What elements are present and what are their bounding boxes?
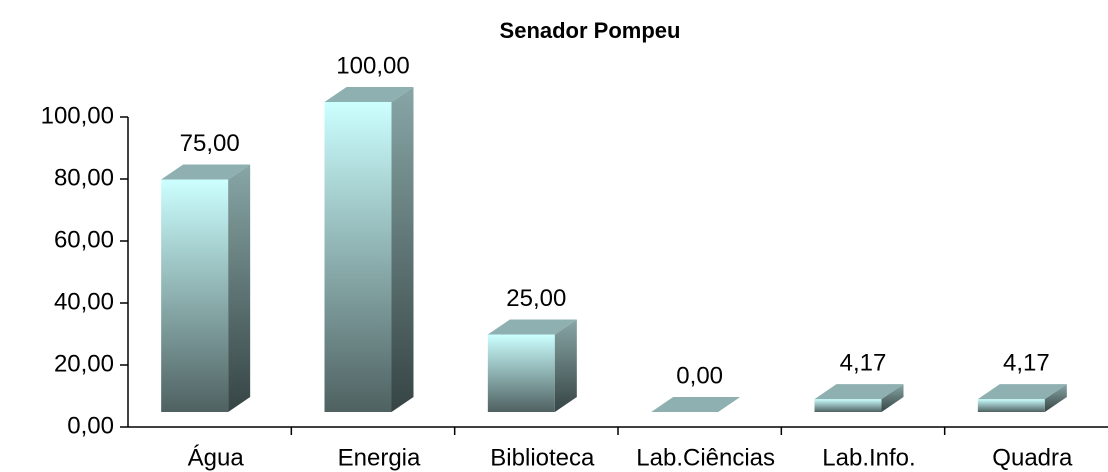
x-tick-label: Lab.Info. xyxy=(822,444,915,471)
bar-side xyxy=(1044,384,1067,412)
y-tick-label: 0,00 xyxy=(67,412,114,439)
y-tick-label: 80,00 xyxy=(54,164,114,191)
bar-top xyxy=(487,319,577,335)
value-label: 25,00 xyxy=(506,285,566,312)
x-tick-label: Energia xyxy=(338,444,421,471)
y-tick-label: 40,00 xyxy=(54,288,114,315)
y-tick-label: 100,00 xyxy=(41,102,114,129)
y-tick-label: 20,00 xyxy=(54,350,114,377)
bar-top xyxy=(977,384,1067,400)
bar-front xyxy=(324,102,392,412)
value-label: 4,17 xyxy=(1003,349,1050,376)
value-label: 100,00 xyxy=(336,52,409,79)
x-tick-label: Água xyxy=(188,444,245,471)
bar-top xyxy=(324,87,414,102)
value-label: 75,00 xyxy=(180,130,240,157)
bar-side xyxy=(554,319,577,412)
y-tick-label: 60,00 xyxy=(54,226,114,253)
bar-top xyxy=(161,164,251,180)
bar-front xyxy=(487,334,555,412)
bar-side xyxy=(881,384,904,412)
bar-front xyxy=(977,399,1045,412)
bar-side xyxy=(391,87,414,412)
x-tick-label: Lab.Ciências xyxy=(636,444,775,471)
bar-top xyxy=(651,397,741,412)
x-tick-label: Quadra xyxy=(992,444,1073,471)
value-label: 4,17 xyxy=(840,349,887,376)
bar-top xyxy=(814,384,904,400)
x-tick-label: Biblioteca xyxy=(490,444,595,471)
bar-front xyxy=(814,399,882,412)
chart-title: Senador Pompeu xyxy=(500,18,681,43)
bar-side xyxy=(228,164,251,412)
bar-front xyxy=(161,179,229,412)
value-label: 0,00 xyxy=(676,362,723,389)
